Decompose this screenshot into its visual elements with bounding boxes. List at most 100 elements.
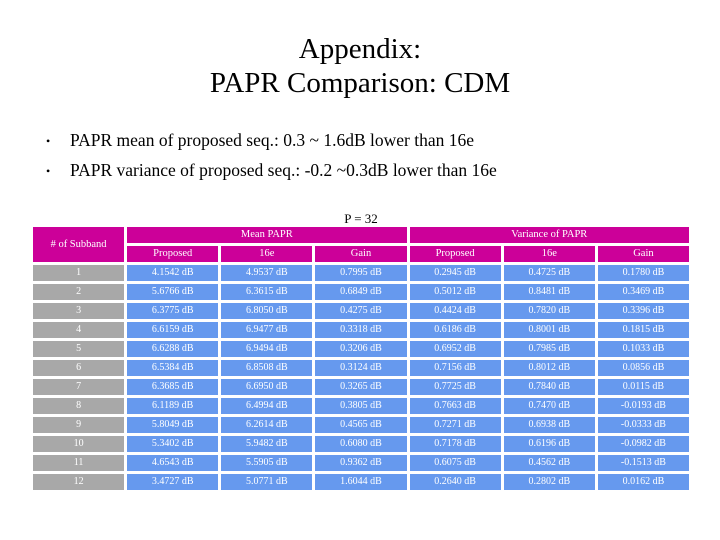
data-cell: 0.3396 dB [597,303,689,319]
subband-cell: 9 [33,417,125,433]
subband-cell: 5 [33,341,125,357]
table-row: 12 3.4727 dB 5.0771 dB 1.6044 dB 0.2640 … [33,474,689,490]
table-caption: P = 32 [344,211,378,226]
slide-title: Appendix: PAPR Comparison: CDM [0,33,720,100]
data-cell: 0.4565 dB [315,417,407,433]
column-header-16e: 16e [503,246,595,262]
table-row: 9 5.8049 dB 6.2614 dB 0.4565 dB 0.7271 d… [33,417,689,433]
data-cell: 5.8049 dB [127,417,219,433]
bullet-item: • PAPR variance of proposed seq.: -0.2 ~… [46,160,686,181]
table-row: 8 6.1189 dB 6.4994 dB 0.3805 dB 0.7663 d… [33,398,689,414]
group-header-variance-papr: Variance of PAPR [409,227,689,243]
data-cell: 0.4424 dB [409,303,501,319]
subband-cell: 11 [33,455,125,471]
data-cell: 0.7271 dB [409,417,501,433]
column-header-gain: Gain [597,246,689,262]
subband-cell: 12 [33,474,125,490]
data-cell: 0.2802 dB [503,474,595,490]
data-cell: 0.7470 dB [503,398,595,414]
data-cell: 0.4562 dB [503,455,595,471]
data-cell: -0.0982 dB [597,436,689,452]
table-row: 4 6.6159 dB 6.9477 dB 0.3318 dB 0.6186 d… [33,322,689,338]
data-cell: 0.7985 dB [503,341,595,357]
table-row: 11 4.6543 dB 5.5905 dB 0.9362 dB 0.6075 … [33,455,689,471]
table-row: 10 5.3402 dB 5.9482 dB 0.6080 dB 0.7178 … [33,436,689,452]
data-cell: 0.8481 dB [503,284,595,300]
data-cell: 0.2945 dB [409,265,501,281]
data-cell: 3.4727 dB [127,474,219,490]
data-cell: 5.3402 dB [127,436,219,452]
column-header-proposed: Proposed [409,246,501,262]
data-cell: 5.0771 dB [221,474,313,490]
data-cell: 6.3685 dB [127,379,219,395]
data-cell: -0.0333 dB [597,417,689,433]
data-cell: 0.6196 dB [503,436,595,452]
data-cell: 1.6044 dB [315,474,407,490]
data-cell: 0.3318 dB [315,322,407,338]
bullet-text: PAPR variance of proposed seq.: -0.2 ~0.… [70,160,497,180]
data-cell: 5.9482 dB [221,436,313,452]
table-row: 5 6.6288 dB 6.9494 dB 0.3206 dB 0.6952 d… [33,341,689,357]
data-cell: 0.3805 dB [315,398,407,414]
data-cell: 0.1780 dB [597,265,689,281]
data-cell: 0.0115 dB [597,379,689,395]
data-cell: 5.5905 dB [221,455,313,471]
data-cell: 0.7725 dB [409,379,501,395]
slide-title-line-2: PAPR Comparison: CDM [209,66,511,99]
table-row: 7 6.3685 dB 6.6950 dB 0.3265 dB 0.7725 d… [33,379,689,395]
bullet-icon: • [46,164,51,178]
bullet-text: PAPR mean of proposed seq.: 0.3 ~ 1.6dB … [70,130,474,150]
data-cell: 6.9494 dB [221,341,313,357]
data-cell: 6.6159 dB [127,322,219,338]
data-cell: 0.0856 dB [597,360,689,376]
bullet-icon: • [46,134,51,148]
data-cell: 0.7995 dB [315,265,407,281]
data-cell: 0.9362 dB [315,455,407,471]
data-cell: 6.1189 dB [127,398,219,414]
data-cell: 0.1033 dB [597,341,689,357]
corner-header: # of Subband [33,227,125,262]
column-header-gain: Gain [315,246,407,262]
column-header-proposed: Proposed [127,246,219,262]
data-cell: 6.5384 dB [127,360,219,376]
group-header-mean-papr: Mean PAPR [127,227,407,243]
subband-cell: 10 [33,436,125,452]
table-row: 1 4.1542 dB 4.9537 dB 0.7995 dB 0.2945 d… [33,265,689,281]
data-cell: 6.4994 dB [221,398,313,414]
data-cell: 0.6952 dB [409,341,501,357]
data-cell: 0.0162 dB [597,474,689,490]
data-cell: 0.6075 dB [409,455,501,471]
data-cell: 0.3469 dB [597,284,689,300]
subband-cell: 1 [33,265,125,281]
data-cell: 0.7178 dB [409,436,501,452]
papr-table: # of Subband Mean PAPR Variance of PAPR … [30,224,692,493]
column-header-16e: 16e [221,246,313,262]
data-cell: 0.6186 dB [409,322,501,338]
subband-cell: 4 [33,322,125,338]
table-row: 6 6.5384 dB 6.8508 dB 0.3124 dB 0.7156 d… [33,360,689,376]
data-cell: 0.8012 dB [503,360,595,376]
data-cell: 0.7840 dB [503,379,595,395]
data-cell: -0.0193 dB [597,398,689,414]
data-cell: 6.9477 dB [221,322,313,338]
data-cell: 6.3615 dB [221,284,313,300]
data-cell: 6.6950 dB [221,379,313,395]
data-cell: 0.6938 dB [503,417,595,433]
data-cell: 6.3775 dB [127,303,219,319]
bullet-list: • PAPR mean of proposed seq.: 0.3 ~ 1.6d… [46,130,686,190]
data-cell: 0.4275 dB [315,303,407,319]
data-cell: 0.3124 dB [315,360,407,376]
data-cell: 4.6543 dB [127,455,219,471]
data-cell: 6.6288 dB [127,341,219,357]
data-cell: 0.7663 dB [409,398,501,414]
data-cell: 0.4725 dB [503,265,595,281]
sub-header-row: Proposed 16e Gain Proposed 16e Gain [33,246,689,262]
data-cell: 0.8001 dB [503,322,595,338]
data-cell: 4.9537 dB [221,265,313,281]
data-cell: 4.1542 dB [127,265,219,281]
data-cell: 0.6849 dB [315,284,407,300]
slide-title-line-1: Appendix: [298,33,422,65]
data-cell: 0.2640 dB [409,474,501,490]
data-cell: 0.5012 dB [409,284,501,300]
subband-cell: 6 [33,360,125,376]
